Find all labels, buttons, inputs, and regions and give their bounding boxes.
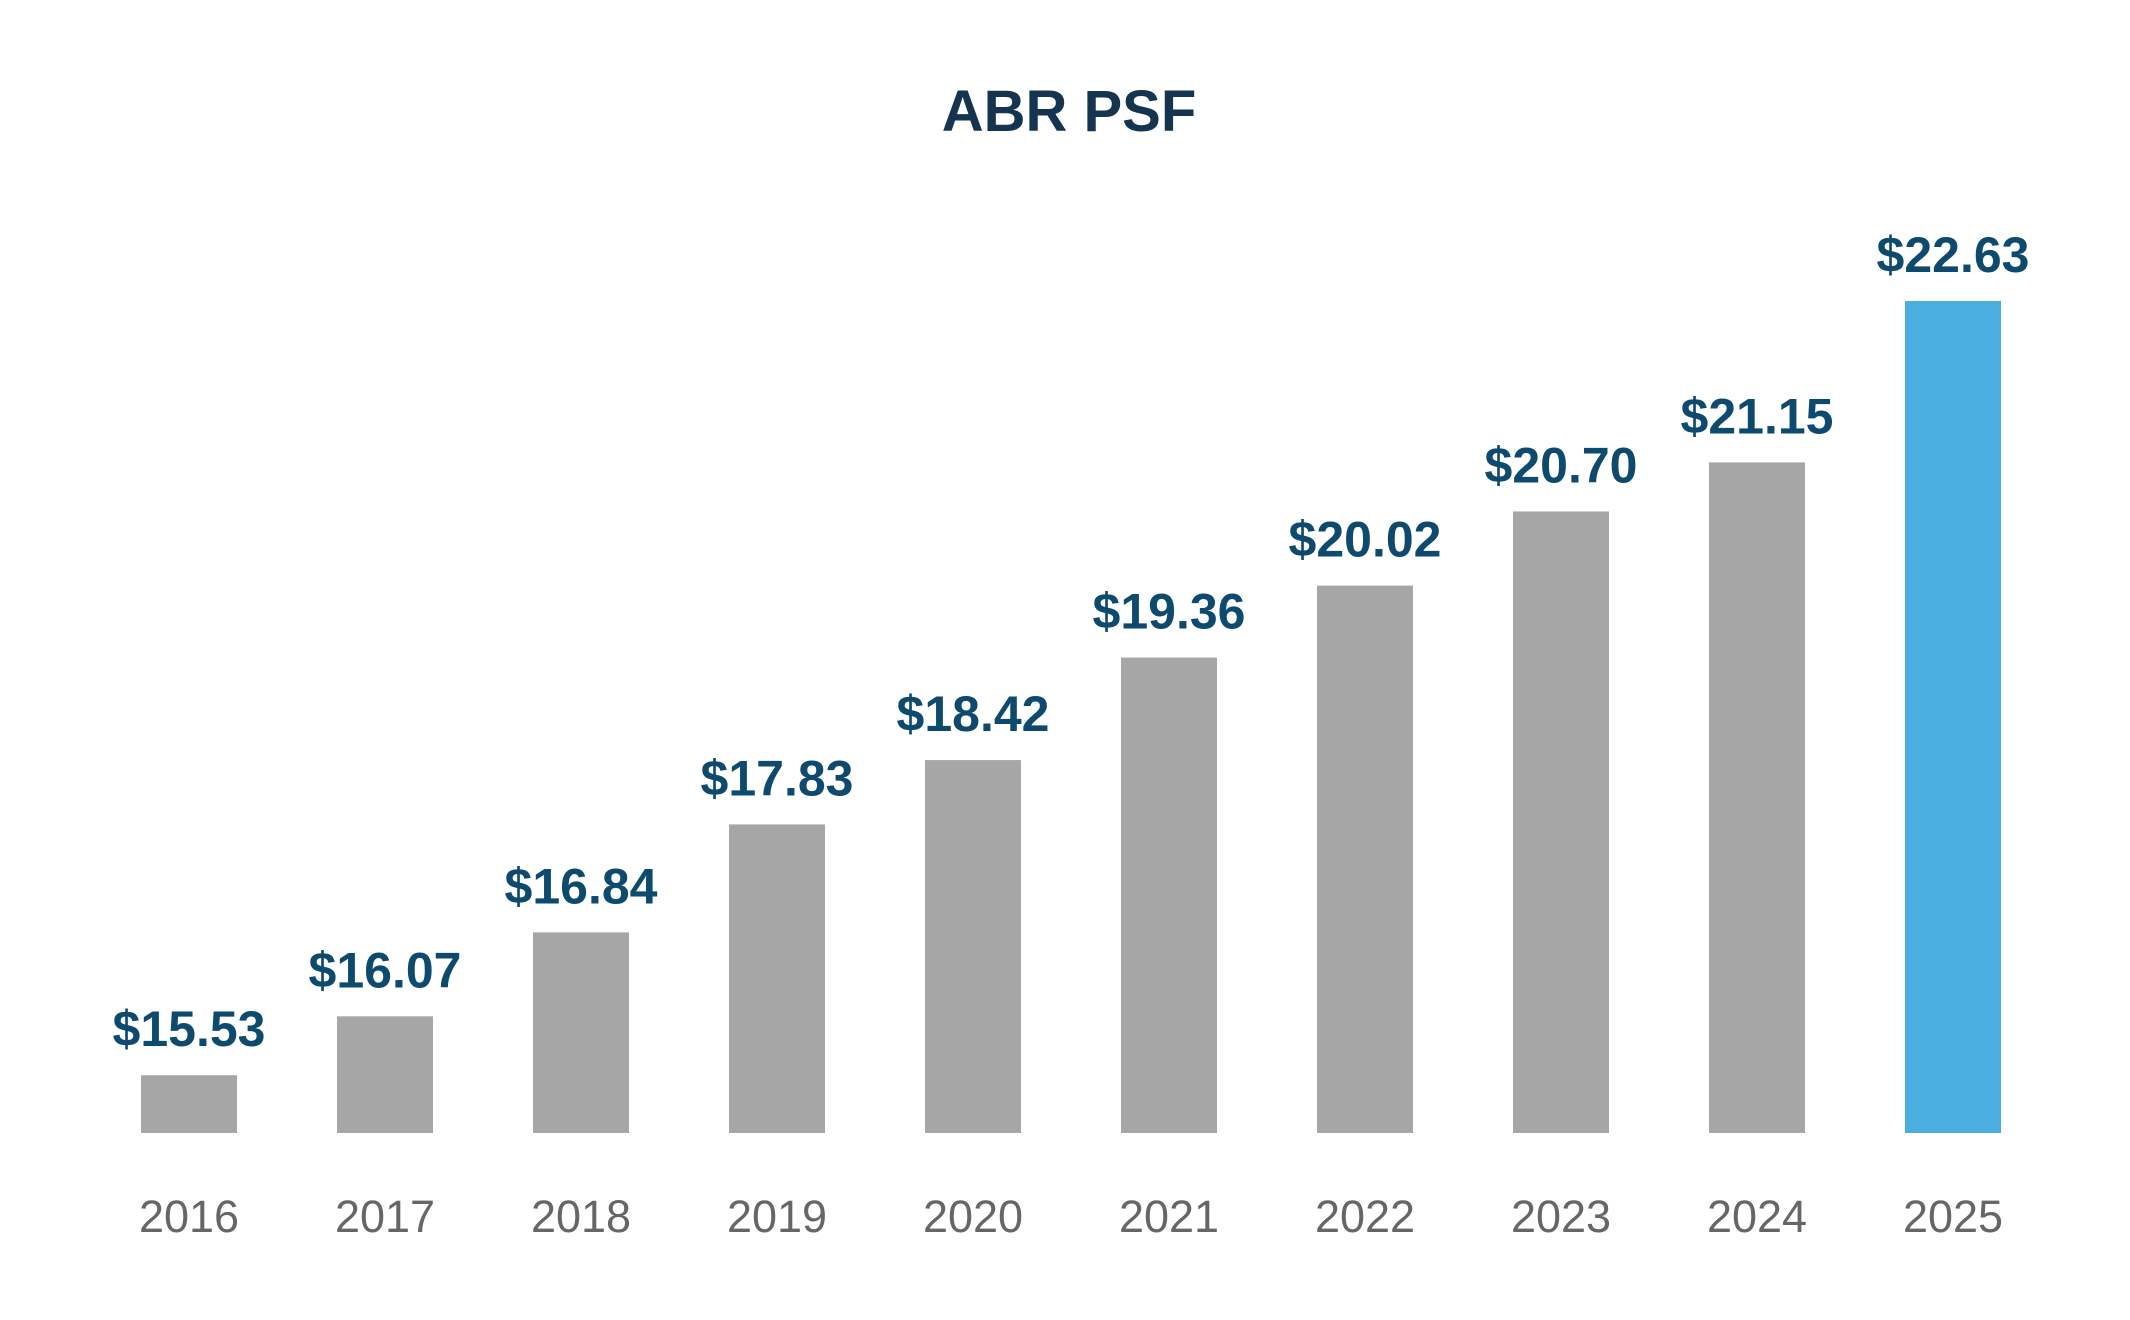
x-tick-label-2021: 2021: [1119, 1191, 1219, 1242]
x-tick-label-2024: 2024: [1707, 1191, 1807, 1242]
x-tick-label-2016: 2016: [139, 1191, 239, 1242]
bar-2020: [925, 760, 1021, 1133]
x-tick-label-2018: 2018: [531, 1191, 631, 1242]
value-label-2018: $16.84: [505, 858, 658, 914]
x-tick-label-2017: 2017: [335, 1191, 435, 1242]
x-tick-label-2025: 2025: [1903, 1191, 2003, 1242]
x-axis-tick-labels: 2016 2017 2018 2019 2020 2021 2022 2023 2024 2025: [139, 1191, 2003, 1242]
bar-2025: [1905, 301, 2001, 1133]
chart-title: ABR PSF: [942, 79, 1197, 144]
bar-2016: [141, 1075, 237, 1133]
value-label-2016: $15.53: [113, 1001, 266, 1057]
bar-2021: [1121, 657, 1217, 1133]
bar-2024: [1709, 462, 1805, 1133]
bar-2017: [337, 1016, 433, 1133]
value-label-2020: $18.42: [897, 686, 1050, 742]
bar-2019: [729, 824, 825, 1133]
value-label-2017: $16.07: [309, 942, 462, 998]
value-label-2019: $17.83: [701, 750, 854, 806]
bar-2018: [533, 932, 629, 1133]
value-label-2022: $20.02: [1289, 512, 1442, 568]
bar-2022: [1317, 585, 1413, 1133]
x-tick-label-2023: 2023: [1511, 1191, 1611, 1242]
value-label-2021: $19.36: [1093, 584, 1246, 640]
value-label-2023: $20.70: [1485, 437, 1638, 493]
x-tick-label-2019: 2019: [727, 1191, 827, 1242]
bar-2023: [1513, 511, 1609, 1133]
x-tick-label-2022: 2022: [1315, 1191, 1415, 1242]
x-tick-label-2020: 2020: [923, 1191, 1023, 1242]
value-label-2024: $21.15: [1681, 388, 1834, 444]
value-labels-group: $15.53 $16.07 $16.84 $17.83 $18.42 $19.36 $20.…: [113, 227, 2030, 1057]
bars-group: [141, 301, 2001, 1133]
value-label-2025: $22.63: [1877, 227, 2030, 283]
